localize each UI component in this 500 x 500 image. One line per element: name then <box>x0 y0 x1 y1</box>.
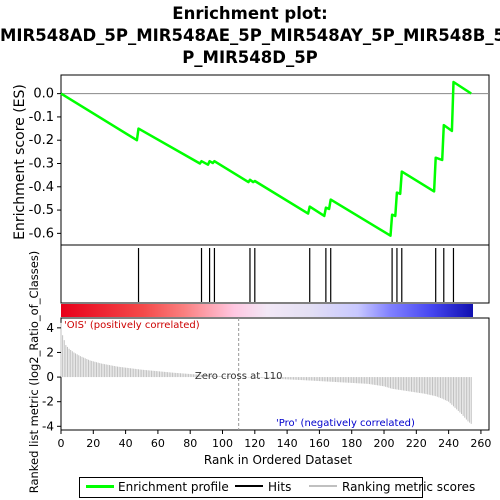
x-tick-label: 20 <box>86 437 100 450</box>
metric-tick-label: 4 <box>46 321 54 335</box>
legend-hits-label: Hits <box>268 480 292 494</box>
legend-metric-label: Ranking metric scores <box>342 480 476 494</box>
legend-profile-label: Enrichment profile <box>118 480 229 494</box>
x-tick-label: 180 <box>341 437 362 450</box>
metric-tick-label: -4 <box>42 419 54 433</box>
x-tick-label: 40 <box>119 437 133 450</box>
es-tick-label: 0.0 <box>33 87 54 102</box>
x-tick-label: 60 <box>151 437 165 450</box>
heat-bar <box>61 304 473 317</box>
zero-cross-label: Zero cross at 110 <box>195 371 283 382</box>
legend-profile-swatch <box>86 485 114 488</box>
es-y-axis-label: Enrichment score (ES) <box>12 84 28 240</box>
positive-correlation-label: 'OIS' (positively correlated) <box>64 320 200 331</box>
hits-panel <box>60 244 490 304</box>
x-tick-label: 240 <box>438 437 459 450</box>
x-tick-label: 200 <box>374 437 395 450</box>
es-tick-label: -0.2 <box>29 133 54 148</box>
metric-tick-label: 2 <box>46 345 54 359</box>
x-tick-label: 80 <box>183 437 197 450</box>
x-tick-label: 260 <box>470 437 491 450</box>
metric-tick-label: 0 <box>46 370 54 384</box>
chart-title-line-3: P_MIR548D_5P <box>182 48 318 67</box>
es-tick-label: -0.3 <box>29 156 54 171</box>
es-tick-label: -0.4 <box>29 180 54 195</box>
es-tick-label: -0.1 <box>29 110 54 125</box>
x-tick-label: 0 <box>58 437 65 450</box>
chart-title-line-2: MIR548AD_5P_MIR548AE_5P_MIR548AY_5P_MIR5… <box>0 26 500 45</box>
legend-metric-swatch <box>309 485 337 487</box>
x-axis-label: Rank in Ordered Dataset <box>204 453 352 467</box>
legend-hits-swatch <box>235 485 263 487</box>
x-tick-label: 120 <box>244 437 265 450</box>
metric-tick-label: -2 <box>42 395 54 409</box>
x-tick-label: 140 <box>277 437 298 450</box>
enrichment-profile-line <box>60 80 472 237</box>
legend: Enrichment profile Hits Ranking metric s… <box>79 477 475 498</box>
es-panel <box>60 74 490 246</box>
es-tick-label: -0.6 <box>29 226 54 241</box>
metric-y-axis-label: Ranked list metric (log2_Ratio_of_Classe… <box>27 251 41 494</box>
negative-correlation-label: 'Pro' (negatively correlated) <box>276 418 415 429</box>
x-tick-label: 220 <box>406 437 427 450</box>
es-tick-label: -0.5 <box>29 203 54 218</box>
x-tick-label: 100 <box>212 437 233 450</box>
x-tick-label: 160 <box>309 437 330 450</box>
chart-title-line-1: Enrichment plot: <box>172 4 328 23</box>
